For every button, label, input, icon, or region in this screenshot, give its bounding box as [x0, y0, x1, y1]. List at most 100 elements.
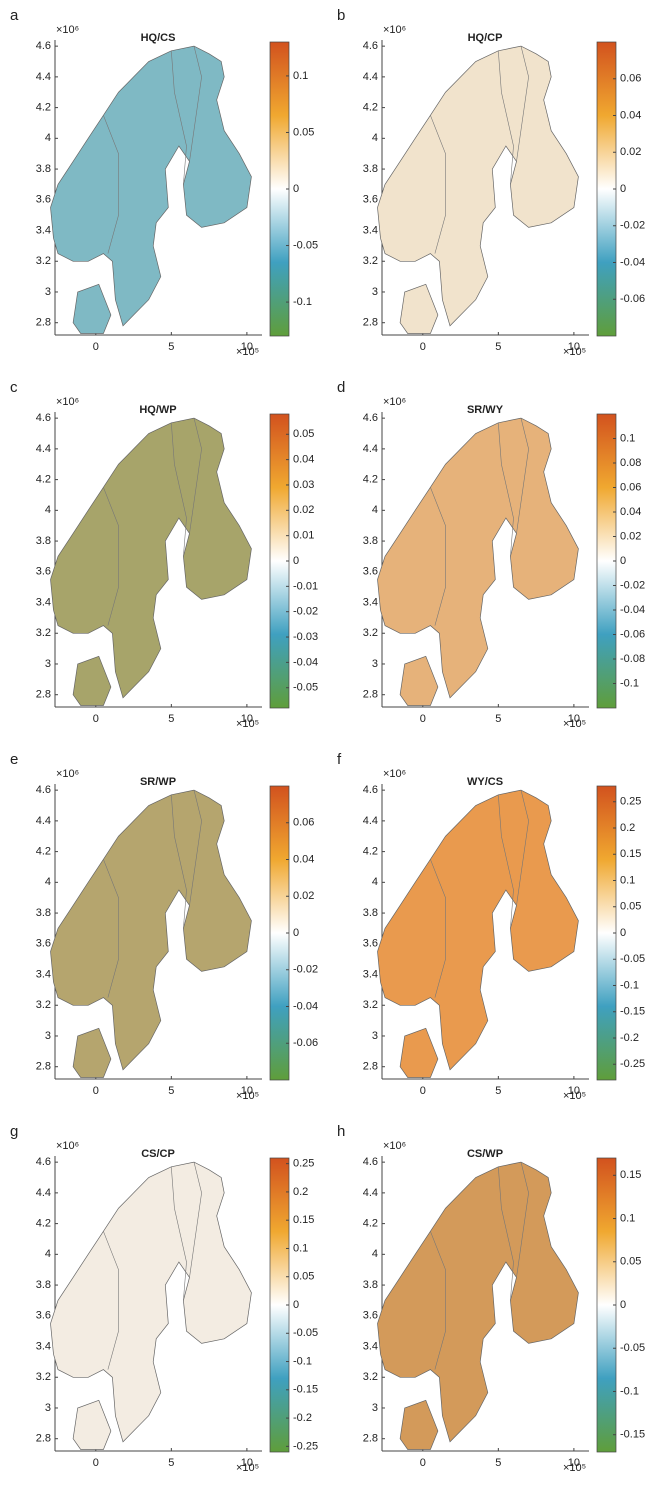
- colorbar-tick-label: 0.1: [620, 874, 635, 886]
- x-tick-label: 5: [495, 341, 501, 353]
- colorbar-tick-label: 0.05: [293, 126, 314, 138]
- y-tick-label: 4.4: [363, 71, 378, 83]
- colorbar-tick-label: -0.15: [620, 1429, 645, 1441]
- y-tick-label: 3: [45, 1402, 51, 1414]
- y-exponent: ×10⁶: [56, 768, 79, 780]
- x-tick-label: 0: [93, 1457, 99, 1469]
- colorbar-tick-label: -0.08: [620, 653, 645, 665]
- colorbar-tick-label: -0.25: [620, 1058, 645, 1070]
- map-border: [430, 115, 446, 254]
- x-tick-label: 10: [241, 1457, 253, 1469]
- y-tick-label: 4.6: [363, 40, 378, 52]
- map-land: [72, 1027, 112, 1078]
- colorbar-tick-label: 0: [620, 555, 626, 567]
- colorbar-tick-label: -0.02: [620, 220, 645, 232]
- map-border: [498, 50, 514, 185]
- y-exponent: ×10⁶: [383, 396, 406, 408]
- x-tick-label: 10: [568, 1457, 580, 1469]
- map-border: [516, 46, 529, 162]
- colorbar-tick-label: 0.25: [293, 1158, 314, 1170]
- y-tick-label: 4.2: [363, 474, 378, 486]
- y-tick-label: 4: [372, 876, 378, 888]
- colorbar-tick-label: -0.2: [293, 1412, 312, 1424]
- panel: g CS/CP ×10⁶ ×10⁵ 2.8 3 3.2 3.4 3.6 3.8 4 4.2 4.4 4.6…: [10, 1123, 318, 1474]
- colorbar-tick-label: -0.15: [620, 1006, 645, 1018]
- map-border: [516, 790, 529, 906]
- map-border: [430, 1231, 446, 1370]
- x-tick-label: 5: [168, 713, 174, 725]
- y-tick-label: 3.4: [363, 1340, 378, 1352]
- colorbar-tick-label: 0.06: [620, 73, 641, 85]
- y-tick-label: 3.8: [363, 163, 378, 175]
- map-land: [377, 789, 579, 1071]
- colorbar-tick-label: 0.04: [620, 506, 641, 518]
- x-exponent: ×10⁵: [236, 1090, 259, 1102]
- x-exponent: ×10⁵: [563, 346, 586, 358]
- x-tick-label: 10: [568, 341, 580, 353]
- panel-letter: e: [10, 751, 18, 768]
- colorbar-tick-label: -0.04: [620, 256, 645, 268]
- y-exponent: ×10⁶: [56, 1140, 79, 1152]
- colorbar-tick-label: 0: [293, 555, 299, 567]
- map-land: [399, 1027, 439, 1078]
- y-tick-label: 3.2: [363, 255, 378, 267]
- y-tick-label: 3.8: [36, 535, 51, 547]
- y-exponent: ×10⁶: [56, 396, 79, 408]
- map-border: [430, 859, 446, 998]
- y-tick-label: 3: [372, 658, 378, 670]
- y-tick-label: 3.4: [36, 224, 51, 236]
- colorbar-tick-label: -0.04: [293, 1000, 318, 1012]
- map-border: [103, 1231, 119, 1370]
- x-exponent: ×10⁵: [236, 346, 259, 358]
- panel: d SR/WY ×10⁶ ×10⁵ 2.8 3 3.2 3.4 3.6 3.8 4 4.2 4.4 4.6…: [337, 379, 645, 730]
- map-border: [171, 50, 187, 185]
- colorbar-tick-label: 0.06: [293, 817, 314, 829]
- y-tick-label: 4: [45, 504, 51, 516]
- colorbar-tick-label: -0.04: [293, 656, 318, 668]
- y-tick-label: 3.4: [36, 1340, 51, 1352]
- panel: b HQ/CP ×10⁶ ×10⁵ 2.8 3 3.2 3.4 3.6 3.8 4 4.2 4.4 4.6…: [337, 7, 645, 358]
- panel-title: SR/WY: [467, 404, 504, 416]
- y-tick-label: 2.8: [363, 317, 378, 329]
- y-tick-label: 3.8: [36, 1279, 51, 1291]
- colorbar-tick-label: -0.02: [293, 606, 318, 618]
- panel-letter: f: [337, 751, 342, 768]
- map-land: [72, 283, 112, 334]
- y-tick-label: 4.4: [36, 71, 51, 83]
- map-land: [50, 417, 252, 699]
- panel-title: CS/WP: [467, 1148, 503, 1160]
- map-land: [399, 1399, 439, 1450]
- y-tick-label: 4.4: [363, 815, 378, 827]
- x-exponent: ×10⁵: [563, 1090, 586, 1102]
- colorbar-tick-label: 0.04: [293, 853, 314, 865]
- y-tick-label: 3.2: [36, 627, 51, 639]
- map-border: [189, 1162, 202, 1278]
- x-tick-label: 0: [420, 1085, 426, 1097]
- x-tick-label: 0: [93, 713, 99, 725]
- x-tick-label: 0: [93, 341, 99, 353]
- y-tick-label: 3: [45, 1030, 51, 1042]
- y-tick-label: 4: [45, 1248, 51, 1260]
- colorbar-tick-label: 0.01: [293, 530, 314, 542]
- y-tick-label: 4: [372, 132, 378, 144]
- map-border: [498, 794, 514, 929]
- map-border: [103, 859, 119, 998]
- colorbar-tick-label: -0.02: [293, 964, 318, 976]
- colorbar-tick-label: -0.06: [620, 293, 645, 305]
- x-exponent: ×10⁵: [563, 718, 586, 730]
- y-tick-label: 4.6: [36, 784, 51, 796]
- map-border: [516, 418, 529, 534]
- y-tick-label: 3.4: [363, 596, 378, 608]
- colorbar-tick-label: -0.1: [620, 1385, 639, 1397]
- map-land: [399, 655, 439, 706]
- panel-letter: c: [10, 379, 18, 396]
- y-tick-label: 4.4: [363, 443, 378, 455]
- panel-title: SR/WP: [140, 776, 176, 788]
- colorbar-tick-label: 0.1: [620, 432, 635, 444]
- y-tick-label: 3.8: [363, 907, 378, 919]
- y-tick-label: 3.8: [363, 535, 378, 547]
- colorbar-tick-label: 0.02: [620, 146, 641, 158]
- colorbar-tick-label: 0.04: [293, 454, 314, 466]
- colorbar-tick-label: -0.02: [620, 579, 645, 591]
